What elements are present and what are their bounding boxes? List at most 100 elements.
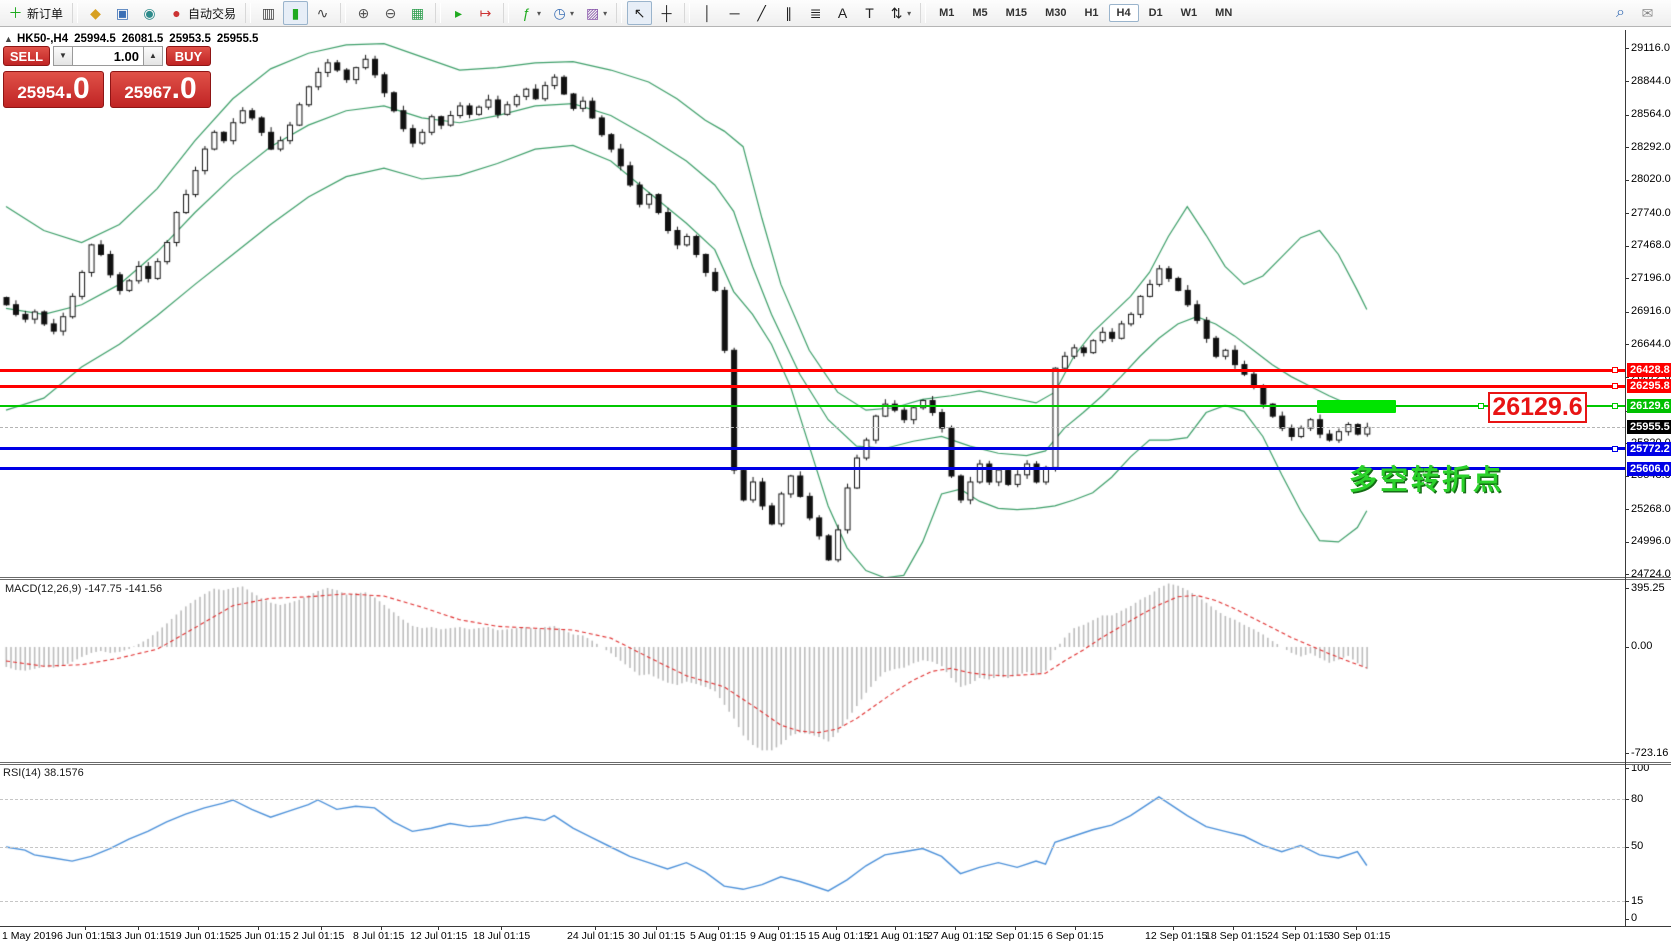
rsi-tick-label: 15 [1631, 895, 1644, 907]
buy-price-frac: .0 [171, 72, 197, 105]
price-tag-26295.8: 26295.8 [1627, 379, 1671, 393]
time-label: 19 Jun 01:15 [170, 930, 231, 942]
price-tick [1625, 377, 1629, 378]
time-label: 6 Jun 01:15 [57, 930, 112, 942]
rsi-tick-label: 50 [1631, 840, 1644, 852]
rsi-tick [1625, 901, 1629, 902]
rsi-tick-label: 100 [1631, 762, 1650, 774]
time-tick [1075, 926, 1076, 930]
support-line-1-anchor[interactable] [1612, 446, 1618, 452]
time-tick [656, 926, 657, 930]
time-axis-border [0, 926, 1671, 927]
time-tick [1015, 926, 1016, 930]
rsi-tick-label: 0 [1631, 912, 1638, 924]
price-tick [1625, 147, 1629, 148]
buy-price-panel[interactable]: 25967.0 [110, 71, 211, 108]
time-label: 15 Aug 01:15 [808, 930, 870, 942]
sell-price-main: 25954 [17, 83, 65, 102]
time-tick [258, 926, 259, 930]
rsi-panel-separator[interactable] [0, 762, 1671, 765]
price-tick-label: 26916.0 [1631, 305, 1671, 317]
time-label: 2 Jul 01:15 [293, 930, 345, 942]
price-tag-26129.6: 26129.6 [1627, 399, 1671, 413]
price-callout-label[interactable]: 26129.6 [1488, 392, 1587, 423]
rsi-level-50 [0, 847, 1625, 848]
resistance-line-2-anchor[interactable] [1612, 383, 1618, 389]
price-tick [1625, 509, 1629, 510]
price-tag-25772.2: 25772.2 [1627, 442, 1671, 456]
price-tag-26428.8: 26428.8 [1627, 363, 1671, 377]
macd-tick-label: 395.25 [1631, 582, 1665, 594]
buy-price-main: 25967 [124, 83, 172, 102]
rsi-level-15 [0, 901, 1625, 902]
time-tick [955, 926, 956, 930]
price-tick [1625, 81, 1629, 82]
time-label: 12 Sep 01:15 [1145, 930, 1208, 942]
price-tick-label: 27740.0 [1631, 207, 1671, 219]
rsi-tick [1625, 799, 1629, 800]
time-tick [1356, 926, 1357, 930]
volume-stepper: ▼ ▲ [53, 46, 163, 66]
ohlc-close: 25955.5 [216, 33, 259, 45]
time-label: 24 Sep 01:15 [1267, 930, 1330, 942]
price-axis[interactable] [1626, 30, 1671, 926]
price-tick-label: 29116.0 [1631, 42, 1670, 54]
time-axis[interactable]: 1 May 2019 6 Jun 01:15 13 Jun 01:15 19 Jun … [0, 927, 1671, 948]
sell-button[interactable]: SELL [3, 46, 50, 66]
one-click-collapse-toggle[interactable]: ▲ [4, 34, 13, 44]
macd-panel-separator[interactable] [0, 577, 1671, 580]
price-tick [1625, 312, 1629, 313]
time-label: 30 Jul 01:15 [628, 930, 686, 942]
time-tick [1295, 926, 1296, 930]
pivot-highlight-bar[interactable] [1317, 400, 1396, 413]
volume-increase-button[interactable]: ▲ [143, 46, 163, 66]
resistance-line-2[interactable] [0, 385, 1625, 388]
price-tick-label: 28020.0 [1631, 173, 1671, 185]
time-label: 5 Aug 01:15 [690, 930, 747, 942]
price-axis-border [1625, 30, 1626, 926]
time-label: 24 Jul 01:15 [567, 930, 625, 942]
price-tick [1625, 180, 1629, 181]
current-price-line [0, 427, 1625, 428]
rsi-tick [1625, 847, 1629, 848]
pivot-line[interactable] [0, 405, 1625, 407]
time-tick [321, 926, 322, 930]
price-tick-label: 28844.0 [1631, 75, 1671, 87]
volume-input[interactable] [73, 46, 143, 66]
buy-button[interactable]: BUY [166, 46, 211, 66]
price-tick [1625, 48, 1629, 49]
macd-tick [1625, 647, 1629, 648]
time-tick [1173, 926, 1174, 930]
price-tick [1625, 476, 1629, 477]
price-tick-label: 27468.0 [1631, 239, 1671, 251]
support-line-1[interactable] [0, 447, 1625, 450]
rsi-tick-label: 80 [1631, 793, 1644, 805]
resistance-line-1-anchor[interactable] [1612, 367, 1618, 373]
price-tick-label: 26644.0 [1631, 338, 1671, 350]
price-tick-label: 28564.0 [1631, 108, 1671, 120]
sell-price-panel[interactable]: 25954.0 [3, 71, 104, 108]
price-tick-label: 24996.0 [1631, 535, 1671, 547]
time-label: 18 Jul 01:15 [473, 930, 531, 942]
time-label: 30 Sep 01:15 [1328, 930, 1391, 942]
time-label: 8 Jul 01:15 [353, 930, 405, 942]
price-tick [1625, 115, 1629, 116]
resistance-line-1[interactable] [0, 369, 1625, 372]
price-tag-25955.5: 25955.5 [1627, 420, 1671, 434]
time-label: 9 Aug 01:15 [750, 930, 807, 942]
pivot-line-anchor-2[interactable] [1478, 403, 1484, 409]
turning-point-annotation[interactable]: 多空转折点 [1349, 464, 1505, 495]
volume-decrease-button[interactable]: ▼ [53, 46, 73, 66]
time-label: 6 Sep 01:15 [1047, 930, 1104, 942]
time-tick [895, 926, 896, 930]
time-tick [1233, 926, 1234, 930]
support-line-2[interactable] [0, 467, 1625, 470]
pivot-line-anchor[interactable] [1612, 403, 1618, 409]
time-label: 25 Jun 01:15 [230, 930, 291, 942]
time-label: 13 Jun 01:15 [110, 930, 171, 942]
time-tick [381, 926, 382, 930]
time-tick [438, 926, 439, 930]
symbol-name: HK50-,H4 [17, 33, 69, 45]
